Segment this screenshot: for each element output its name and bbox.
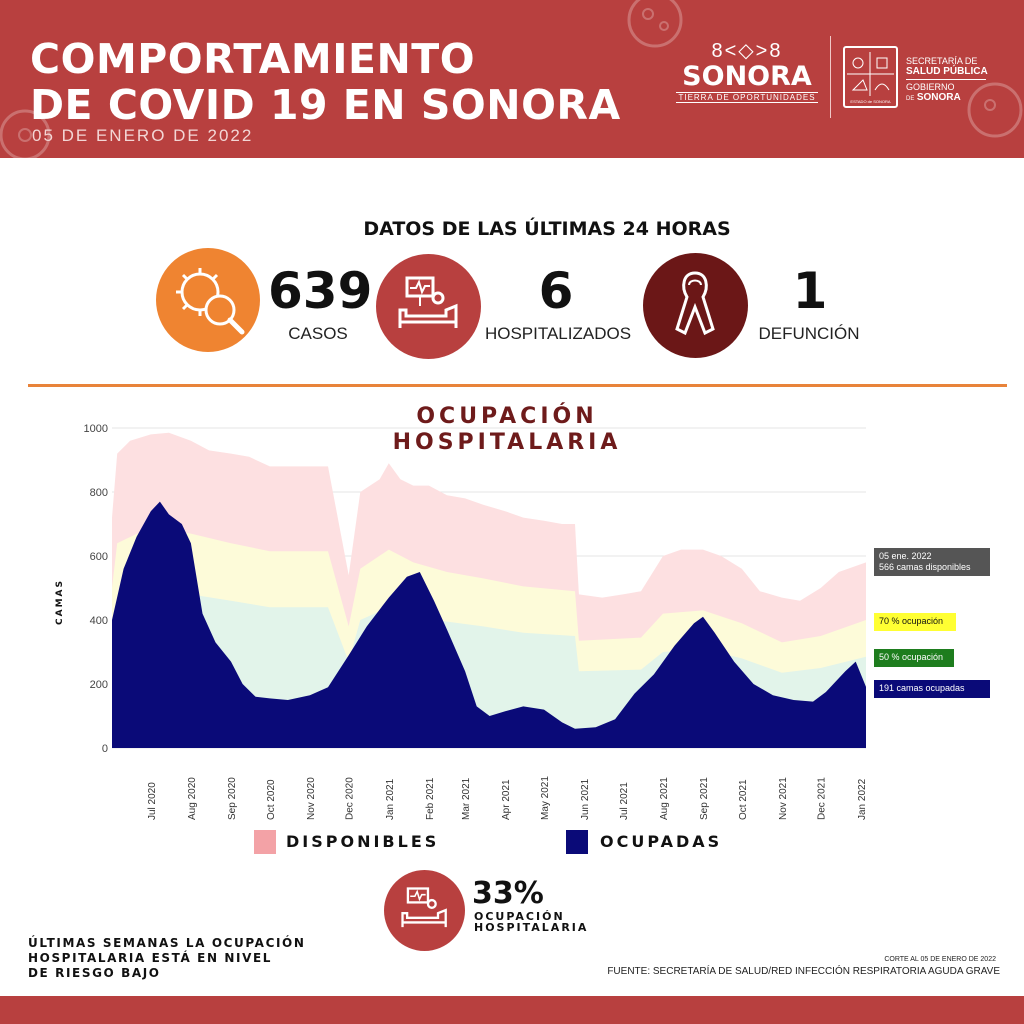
x-tick-label: Jun 2021: [580, 778, 591, 820]
health-ministry-label: SECRETARÍA DE SALUD PÚBLICA GOBIERNO DE …: [906, 56, 988, 103]
callout-occupied-text: 191 camas ocupadas: [879, 683, 965, 693]
legend-occupied-swatch: [566, 830, 588, 854]
legend-available-swatch: [254, 830, 276, 854]
x-tick-label: Feb 2021: [425, 777, 436, 820]
x-tick-label: Aug 2020: [187, 777, 198, 820]
callout-available-text: 566 camas disponibles: [879, 562, 971, 572]
y-tick-label: 1000: [84, 423, 108, 435]
legend-available-label: DISPONIBLES: [286, 832, 440, 851]
x-tick-label: Nov 2021: [778, 777, 789, 820]
hospitalized-label: HOSPITALIZADOS: [484, 324, 632, 343]
cases-label: CASOS: [288, 324, 348, 343]
x-tick-label: Aug 2021: [659, 777, 670, 820]
cases-icon: [156, 248, 260, 352]
deaths-value: 1: [792, 262, 828, 320]
virus-decoration-icon: [0, 109, 51, 158]
deaths-ribbon-icon: [643, 253, 748, 358]
footer-bar: [0, 996, 1024, 1024]
series-occupied-area: [112, 501, 866, 748]
x-tick-label: Jul 2021: [619, 782, 630, 820]
x-tick-label: Dec 2020: [345, 777, 356, 820]
hospitalized-icon: [376, 254, 481, 359]
x-tick-label: Sep 2021: [699, 777, 710, 820]
cutoff-date: CORTE AL 05 DE ENERO DE 2022: [884, 956, 996, 963]
callout-70pct-box: [874, 613, 956, 631]
occupancy-percent: 33%: [472, 876, 544, 911]
source-note: FUENTE: SECRETARÍA DE SALUD/RED INFECCIÓ…: [607, 966, 1000, 977]
callout-50pct-box: [874, 649, 954, 667]
x-tick-label: Oct 2021: [738, 779, 749, 820]
callout-occupied-box: [874, 680, 990, 698]
y-tick-label: 400: [90, 615, 108, 627]
y-tick-label: 0: [102, 743, 108, 755]
header-banner: COMPORTAMIENTO DE COVID 19 EN SONORA 05 …: [0, 0, 1024, 158]
x-tick-label: Oct 2020: [266, 779, 277, 820]
daily-heading: DATOS DE LAS ÚLTIMAS 24 HORAS: [363, 218, 731, 240]
callout-available-text: 05 ene. 2022: [879, 551, 932, 561]
virus-decoration-icon: [967, 82, 1023, 138]
legend-occupied-label: OCUPADAS: [600, 832, 723, 851]
x-tick-label: May 2021: [540, 776, 551, 820]
x-tick-label: Jan 2022: [857, 778, 868, 820]
x-tick-label: Dec 2021: [817, 777, 828, 820]
y-tick-label: 600: [90, 551, 108, 563]
callout-70pct-text: 70 % ocupación: [879, 616, 943, 626]
x-tick-label: Jul 2020: [147, 782, 158, 820]
y-axis-label: CAMAS: [55, 579, 65, 625]
page-title: COMPORTAMIENTO DE COVID 19 EN SONORA: [30, 35, 621, 129]
section-divider: [28, 384, 1007, 387]
state-shield-icon: ESTADO de SONORA: [843, 46, 898, 108]
chart-title: OCUPACIÓN HOSPITALARIA: [392, 404, 622, 455]
x-tick-label: Jan 2021: [385, 778, 396, 820]
y-tick-label: 800: [90, 487, 108, 499]
risk-note: ÚLTIMAS SEMANAS LA OCUPACIÓN HOSPITALARI…: [28, 936, 306, 980]
cases-value: 639: [268, 262, 373, 320]
x-tick-label: Nov 2020: [306, 777, 317, 820]
occupancy-label: OCUPACIÓN HOSPITALARIA: [474, 910, 589, 934]
x-tick-label: Apr 2021: [501, 779, 512, 820]
callout-50pct-text: 50 % ocupación: [879, 652, 943, 662]
callout-available-box: [874, 548, 990, 576]
x-tick-label: Mar 2021: [461, 777, 472, 820]
report-date: 05 DE ENERO DE 2022: [32, 126, 254, 145]
hospitalized-value: 6: [538, 262, 574, 320]
occupancy-hospital-icon: [384, 870, 465, 951]
hospital-occupancy-chart: 0 200 400 600 800 1000 CAMAS Jul 2020 Aug 2020 Se…: [55, 423, 990, 820]
x-tick-label: Sep 2020: [227, 777, 238, 820]
deaths-label: DEFUNCIÓN: [758, 324, 860, 343]
y-tick-label: 200: [90, 679, 108, 691]
virus-decoration-icon: [627, 0, 683, 48]
logo-divider: [830, 36, 831, 118]
sonora-logo: 8<◇>8 SONORA TIERRA DE OPORTUNIDADES: [676, 40, 818, 103]
